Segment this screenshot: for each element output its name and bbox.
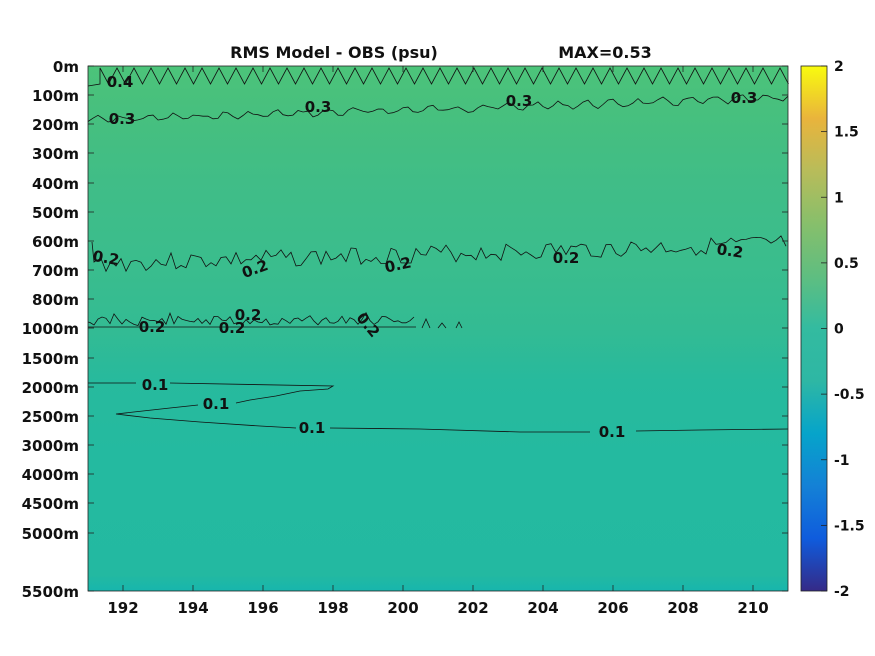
y-tick-label: 4000m — [22, 466, 79, 484]
contour-0.2-loop — [437, 322, 447, 329]
colorbar-tick-label: 1.5 — [834, 125, 859, 141]
contour-0.1-e — [635, 428, 789, 432]
y-tick-label: 800m — [32, 291, 79, 309]
y-tick-label: 2000m — [22, 379, 79, 397]
contour-label: 0.1 — [599, 423, 626, 441]
contour-label: 0.1 — [203, 395, 230, 413]
contour-label: 0.2 — [716, 240, 745, 262]
y-tick-label: 1500m — [22, 350, 79, 368]
x-tick-label: 192 — [107, 599, 138, 617]
contour-label: 0.1 — [142, 376, 169, 394]
colorbar-tick-label: -1 — [834, 453, 850, 469]
colorbar-tick-label: 1 — [834, 190, 844, 206]
y-tick-label: 1000m — [22, 320, 79, 338]
x-tick-label: 200 — [387, 599, 418, 617]
x-tick-label: 204 — [527, 599, 558, 617]
y-tick-label: 500m — [32, 204, 79, 222]
y-tick-label: 400m — [32, 175, 79, 193]
colorbar-tick-label: -0.5 — [834, 387, 865, 403]
contour-0.2-loop — [421, 318, 431, 329]
contour-label: 0.2 — [383, 253, 413, 276]
colorbar-tick-label: 0.5 — [834, 256, 859, 272]
x-tick-label: 206 — [597, 599, 628, 617]
x-tick-label: 198 — [317, 599, 348, 617]
y-tick-label: 5500m — [22, 583, 79, 601]
x-tick-label: 210 — [737, 599, 768, 617]
contour-label: 0.2 — [139, 318, 166, 336]
y-tick-label: 5000m — [22, 525, 79, 543]
contour-label: 0.4 — [107, 73, 134, 91]
contour-label: 0.3 — [305, 98, 332, 116]
y-tick-label: 4500m — [22, 495, 79, 513]
contour-0.1-c — [115, 404, 297, 429]
contour-label: 0.2 — [219, 319, 246, 337]
x-tick-label: 196 — [247, 599, 278, 617]
y-tick-label: 600m — [32, 233, 79, 251]
contour-0.3 — [87, 94, 789, 123]
contour-lines — [87, 67, 789, 433]
y-tick-label: 3000m — [22, 437, 79, 455]
contour-0.1-d — [329, 427, 590, 433]
x-tick-label: 208 — [667, 599, 698, 617]
contour-label: 0.2 — [91, 247, 120, 269]
y-tick-label: 2500m — [22, 408, 79, 426]
x-axis-ticks: 192 194 196 198 200 202 204 206 208 210 — [107, 66, 769, 617]
chart-title: RMS Model - OBS (psu) — [230, 43, 438, 62]
contour-0.2-loop — [455, 321, 463, 329]
contour-label: 0.3 — [506, 92, 533, 110]
contour-0.1-b — [169, 382, 335, 404]
y-tick-label: 700m — [32, 262, 79, 280]
contour-0.2-upper — [91, 235, 787, 273]
y-tick-label: 100m — [32, 87, 79, 105]
x-tick-label: 202 — [457, 599, 488, 617]
max-annotation: MAX=0.53 — [558, 43, 652, 62]
colorbar-ticks: 2 1.5 1 0.5 0 -0.5 -1 -1.5 -2 — [821, 59, 865, 600]
y-tick-label: 200m — [32, 116, 79, 134]
contour-label: 0.3 — [109, 110, 136, 128]
colorbar-tick-label: 2 — [834, 59, 844, 75]
contour-0.2-lower-wave — [87, 311, 415, 326]
contour-label: 0.3 — [731, 89, 758, 107]
contour-label: 0.2 — [553, 249, 580, 267]
plot-frame — [87, 65, 789, 592]
colorbar-tick-label: 0 — [834, 322, 844, 338]
contour-label: 0.2 — [235, 306, 262, 324]
x-tick-label: 194 — [177, 599, 208, 617]
y-axis-ticks: 0m 100m 200m 300m 400m 500m 600m 700m 800m 1000m 1… — [22, 58, 788, 601]
contour-label: 0.1 — [299, 419, 326, 437]
heatmap-field — [88, 66, 788, 591]
colorbar-tick-label: -1.5 — [834, 518, 865, 534]
contour-0.4 — [87, 67, 789, 87]
colorbar-tick-label: -2 — [834, 584, 850, 600]
y-tick-label: 300m — [32, 145, 79, 163]
y-tick-label: 0m — [53, 58, 79, 76]
